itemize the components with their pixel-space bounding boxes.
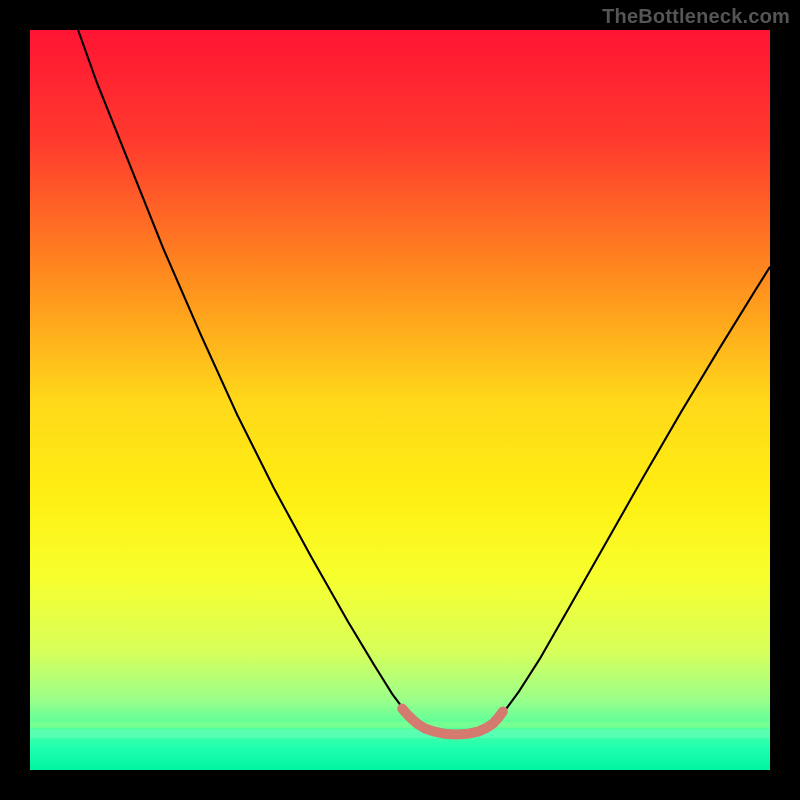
plot-svg [30,30,770,770]
gradient-band [30,729,770,738]
gradient-band [30,722,770,728]
plot-area [30,30,770,770]
watermark-text: TheBottleneck.com [602,6,790,29]
gradient-background [30,30,770,770]
chart-frame: TheBottleneck.com [0,0,800,800]
